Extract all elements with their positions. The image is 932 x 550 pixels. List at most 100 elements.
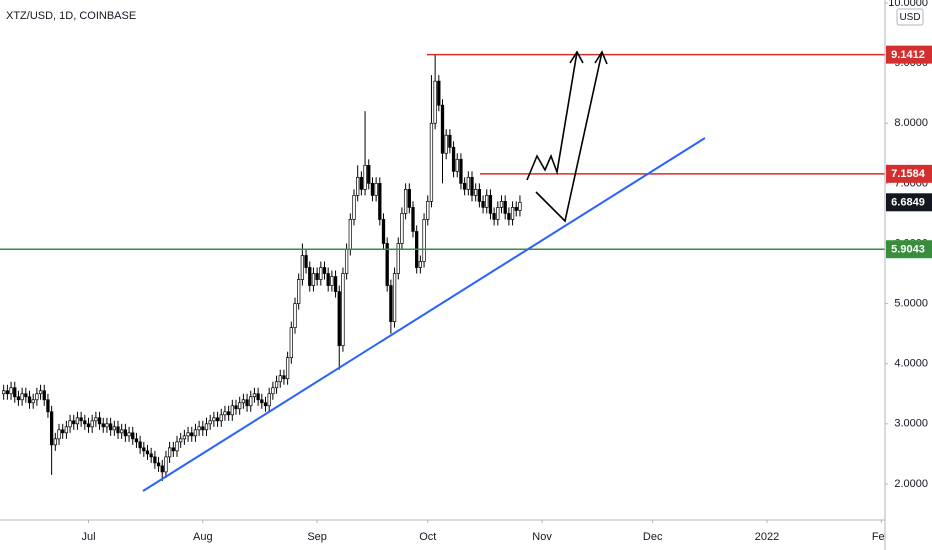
x-tick-label: Aug <box>193 531 213 543</box>
candle-body <box>437 80 441 106</box>
candle-body <box>164 456 168 473</box>
x-tick-label: Nov <box>532 531 552 543</box>
price-tag-label: 5.9043 <box>891 244 925 256</box>
y-tick-label: 10.0000 <box>888 0 928 9</box>
candle-body <box>356 176 360 196</box>
candle-body <box>38 390 43 395</box>
candle-body <box>245 399 249 407</box>
candle-body <box>308 267 312 286</box>
candle-body <box>9 387 13 395</box>
candle-body <box>385 243 389 286</box>
candle-body <box>344 249 349 274</box>
candle-body <box>201 426 205 431</box>
candle-body <box>53 438 57 446</box>
candle-body <box>186 432 190 437</box>
candle-body <box>90 420 94 428</box>
candle-body <box>241 399 246 404</box>
candle-body <box>101 423 105 428</box>
candle-body <box>112 426 116 431</box>
candle-body <box>341 273 345 347</box>
price-axis-panel <box>885 0 932 550</box>
candle-body <box>444 134 448 154</box>
candle-body <box>367 164 371 184</box>
arrow-head <box>594 50 608 65</box>
candle-body <box>474 189 478 196</box>
candle-body <box>171 447 175 452</box>
price-tag-label: 9.1412 <box>891 49 925 61</box>
trend-line <box>142 137 706 492</box>
candle-body <box>507 213 511 220</box>
x-tick-label: Oct <box>419 531 436 543</box>
price-tag <box>886 193 932 212</box>
candle-body <box>348 219 352 250</box>
candle-body <box>282 375 286 380</box>
candle-body <box>42 390 46 401</box>
price-tag-label: 6.6849 <box>891 197 925 209</box>
candle-body <box>219 414 223 422</box>
candle-body <box>142 447 146 452</box>
candle-body <box>337 291 341 347</box>
price-tag <box>886 240 932 259</box>
candle-body <box>193 429 198 437</box>
candle-body <box>208 420 212 425</box>
candle-body <box>197 426 201 431</box>
candle-body <box>153 456 157 464</box>
candle-body <box>330 276 334 286</box>
candle-body <box>49 411 54 446</box>
candle-body <box>300 255 305 280</box>
candle-body <box>263 402 268 407</box>
candle-body <box>440 104 445 154</box>
candle-body <box>75 417 80 425</box>
candle-body <box>492 213 496 220</box>
candle-body <box>223 411 227 416</box>
candle-body <box>175 441 179 452</box>
candle-body <box>333 276 338 292</box>
candle-body <box>403 189 408 214</box>
candle-body <box>499 201 504 208</box>
candle-body <box>24 393 28 398</box>
candle-body <box>156 462 161 467</box>
candle-body <box>31 399 35 404</box>
candle-body <box>230 405 234 416</box>
candle-body <box>455 158 459 172</box>
candle-body <box>68 420 72 428</box>
x-tick-label: Sep <box>307 531 327 543</box>
currency-badge <box>896 8 924 26</box>
candle-body <box>5 390 10 395</box>
candle-body <box>459 158 463 184</box>
candle-body <box>433 80 437 124</box>
candle-body <box>462 183 467 190</box>
arrow-head <box>569 50 584 64</box>
candle-body <box>182 435 187 440</box>
candle-body <box>503 201 507 214</box>
candle-body <box>226 411 231 416</box>
candle-body <box>2 390 6 395</box>
x-tick-label: Jul <box>81 531 95 543</box>
arrow-path <box>526 51 578 181</box>
candle-body <box>289 327 293 359</box>
candle-body <box>359 176 364 190</box>
candle-body <box>481 201 485 208</box>
candle-body <box>381 219 386 244</box>
candle-body <box>97 417 102 425</box>
candle-body <box>400 213 404 244</box>
candle-body <box>370 183 375 196</box>
candle-body <box>46 399 50 413</box>
chart-title: XTZ/USD, 1D, COINBASE <box>6 10 136 22</box>
candle-body <box>249 396 253 407</box>
price-tag <box>886 45 932 64</box>
y-tick-label: 4.0000 <box>894 358 928 370</box>
candle-body <box>267 393 271 407</box>
candle-body <box>179 438 183 443</box>
candle-body <box>108 423 113 431</box>
candle-body <box>120 429 124 434</box>
candle-body <box>514 207 518 211</box>
candle-body <box>378 183 382 220</box>
currency-label: USD <box>899 12 920 23</box>
candle-body <box>518 201 522 211</box>
candle-body <box>271 387 275 395</box>
candle-body <box>304 255 308 268</box>
candle-body <box>204 423 209 431</box>
y-tick-label: 5.0000 <box>894 297 928 309</box>
